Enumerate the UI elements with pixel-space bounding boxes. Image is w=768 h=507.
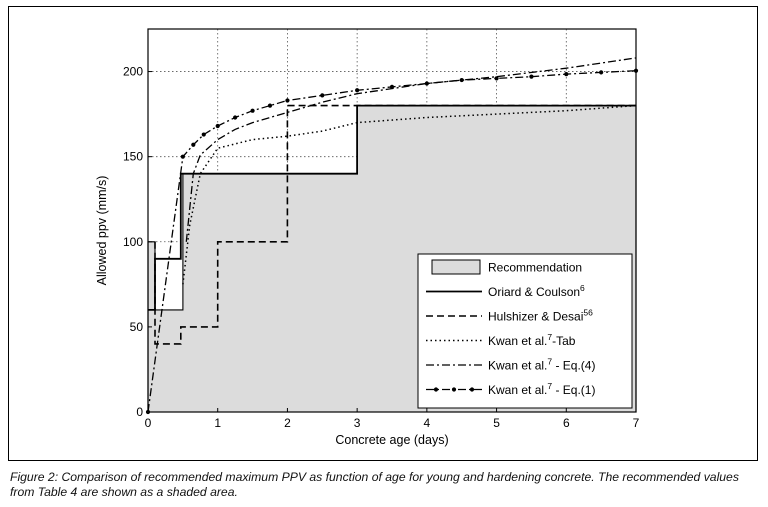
legend-entry-label: Hulshizer & Desai56	[488, 308, 593, 324]
series-point	[285, 98, 290, 103]
legend-box	[417, 253, 633, 409]
x-axis-title: Concrete age (days)	[335, 433, 448, 447]
series-point	[250, 108, 255, 113]
series-point	[180, 154, 185, 159]
y-tick-label: 0	[136, 405, 143, 419]
legend-swatch	[431, 259, 481, 275]
legend-entry-label: Kwan et al.7-Tab	[488, 332, 576, 348]
y-tick-label: 150	[123, 150, 143, 164]
legend: Recommendation Oriard & Coulson6 Hulshizer…	[417, 253, 633, 409]
legend-marker	[469, 387, 475, 392]
legend-entry-label: Kwan et al.7 - Eq.(1)	[488, 381, 595, 397]
legend-entry-label: Kwan et al.7 - Eq.(4)	[488, 357, 595, 373]
series-point	[529, 74, 534, 79]
legend-entry-label: Oriard & Coulson6	[488, 283, 585, 299]
legend-entry-name: Oriard & Coulson	[488, 285, 580, 299]
legend-entry-name: Kwan et al.	[488, 383, 547, 397]
legend-entry-name: Recommendation	[488, 261, 582, 275]
legend-entry-suffix: -Tab	[552, 334, 576, 348]
series-point	[201, 132, 206, 137]
legend-marker	[451, 387, 457, 392]
figure-caption: Figure 2: Comparison of recommended maxi…	[10, 470, 739, 499]
x-tick-label: 7	[633, 416, 640, 430]
series-point	[424, 81, 429, 86]
series-point	[389, 84, 395, 89]
series-point	[355, 88, 360, 93]
x-tick-label: 4	[424, 416, 431, 430]
series-layer	[145, 57, 639, 415]
x-tick-label: 1	[214, 416, 221, 430]
legend-entry-superscript: 56	[583, 308, 593, 318]
series-point	[494, 76, 499, 81]
y-axis-title: Allowed ppv (mm/s)	[95, 176, 109, 286]
series-line	[154, 104, 636, 345]
legend-entry-superscript: 6	[580, 283, 585, 293]
legend-entry-suffix: - Eq.(4)	[552, 359, 595, 373]
legend-entry-name: Kwan et al.	[488, 334, 547, 348]
y-tick-label: 200	[123, 65, 143, 79]
x-tick-label: 5	[493, 416, 500, 430]
legend-entry-superscript: 7	[547, 332, 552, 342]
x-tick-label: 2	[284, 416, 291, 430]
x-tick-label: 3	[354, 416, 361, 430]
series-point	[191, 142, 196, 147]
x-tick-label: 6	[563, 416, 570, 430]
series-point	[215, 123, 220, 129]
series-point	[564, 72, 569, 77]
series-line	[148, 104, 636, 311]
legend-entry-superscript: 7	[547, 357, 552, 367]
y-tick-label: 50	[130, 320, 144, 334]
legend-marker	[433, 387, 439, 392]
y-tick-label: 100	[123, 235, 143, 249]
series-point	[459, 77, 464, 83]
x-tick-label: 0	[145, 416, 152, 430]
series-point	[599, 70, 604, 75]
legend-entry-name: Kwan et al.	[488, 359, 547, 373]
legend-entry-suffix: - Eq.(1)	[552, 383, 595, 397]
series-point	[233, 115, 238, 120]
legend-entry-label: Recommendation	[488, 261, 582, 275]
series-point	[320, 93, 325, 98]
plot-area	[147, 28, 637, 413]
legend-entry-name: Hulshizer & Desai	[488, 310, 583, 324]
legend-entry-superscript: 7	[547, 381, 552, 391]
series-point	[267, 103, 273, 108]
